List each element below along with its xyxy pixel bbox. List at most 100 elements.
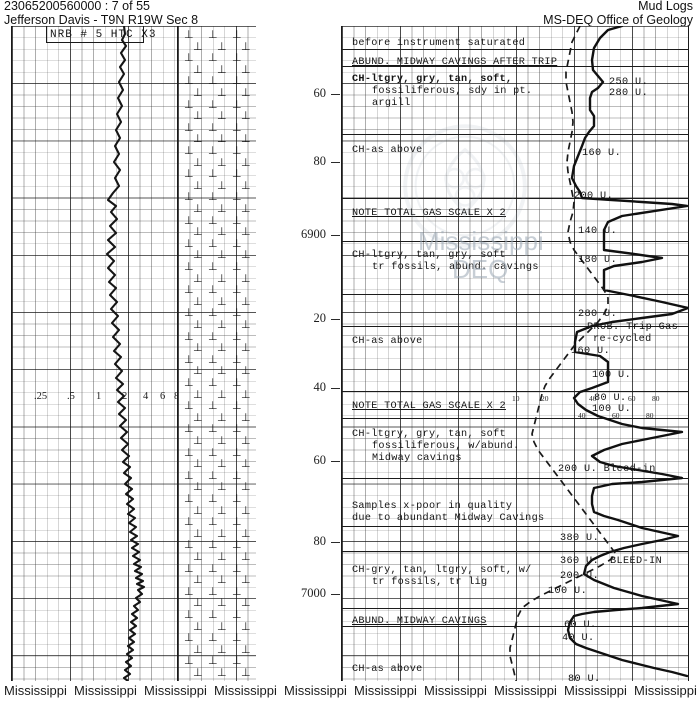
lithology-symbol: ⊥ [184, 632, 194, 645]
lithology-symbol: ⊥ [217, 365, 227, 378]
depth-tick [331, 235, 340, 236]
lithology-symbol: ⊥ [232, 516, 242, 529]
lithology-symbol: ⊥ [217, 342, 227, 355]
depth-label: 7000 [301, 586, 326, 600]
document-header: 23065200560000 : 7 of 55 Jefferson Davis… [0, 0, 697, 27]
lithology-symbol: ⊥ [184, 539, 194, 552]
lithology-symbol: ⊥ [217, 226, 227, 239]
agency-label: MS-DEQ Office of Geology [543, 13, 693, 27]
lithology-symbol: ⊥ [208, 400, 218, 413]
bed-separator [342, 294, 688, 295]
lithology-symbol: ⊥ [217, 527, 227, 540]
footer-watermark-text: Mississippi [634, 683, 697, 698]
lithology-symbol: ⊥ [184, 585, 194, 598]
bed-separator [342, 66, 688, 67]
depth-label: 80 [313, 534, 327, 548]
lithology-symbol: ⊥ [241, 203, 251, 215]
document-type-label: Mud Logs [638, 0, 693, 13]
lithology-symbol: ⊥ [217, 110, 227, 123]
lithology-symbol: ⊥ [241, 133, 251, 146]
lithology-symbol: ⊥ [184, 353, 194, 366]
lithology-symbol: ⊥ [193, 643, 203, 656]
lithology-symbol: ⊥ [217, 667, 227, 679]
description-entry: NOTE TOTAL GAS SCALE X 2 [352, 208, 506, 219]
lithology-symbol: ⊥ [208, 655, 218, 668]
lithology-symbol: ⊥ [193, 319, 203, 331]
resistivity-grid [12, 26, 177, 681]
gas-reading-label: PROB. Trip Gas [587, 322, 679, 333]
lithology-symbol: ⊥ [217, 411, 227, 424]
lithology-symbol: ⊥ [208, 284, 218, 297]
gas-scale-tick: 20 [541, 394, 549, 403]
footer-watermark-text: Mississippi [144, 683, 207, 698]
lithology-symbol: ⊥ [241, 435, 251, 447]
lithology-symbol: ⊥ [208, 493, 218, 505]
lithology-panel: ⊥ ⊥ ⊥ ⊥ ⊥ ⊥ ⊥ ⊥ ⊥ ⊥ ⊥ ⊥ ⊥ ⊥ ⊥ ⊥ ⊥ ⊥ ⊥ ⊥ ⊥ ⊥ ⊥ ⊥ ⊥ ⊥ ⊥ ⊥ ⊥ ⊥ ⊥ ⊥ ⊥ ⊥ ⊥ ⊥ ⊥ ⊥ ⊥ ⊥… [177, 26, 257, 681]
gas-reading-label: re-cycled [593, 334, 652, 345]
depth-tick [331, 94, 340, 95]
lithology-symbol: ⊥ [241, 319, 251, 331]
lithology-symbol: ⊥ [232, 632, 242, 645]
description-entry: CH-as above [352, 145, 423, 156]
res-tick-5: 6 [160, 391, 166, 402]
description-entry: due to abundant Midway Cavings [352, 513, 545, 524]
description-entry: fossiliferous, sdy in pt. [372, 86, 533, 97]
lithology-symbol: ⊥ [208, 75, 218, 88]
bed-separator [342, 49, 688, 50]
lithology-symbol: ⊥ [208, 516, 218, 529]
lithology-symbol: ⊥ [241, 481, 251, 494]
lithology-symbol: ⊥ [208, 330, 218, 343]
lithology-symbol: ⊥ [241, 63, 251, 76]
lithology-symbol: ⊥ [241, 574, 251, 587]
lithology-symbol: ⊥ [208, 168, 218, 181]
lithology-symbol: ⊥ [217, 249, 227, 262]
lithology-symbol: ⊥ [217, 272, 227, 285]
gas-reading-label: 200 U. [560, 571, 600, 582]
lithology-symbol: ⊥ [193, 504, 203, 517]
lithology-symbol: ⊥ [232, 75, 242, 88]
lithology-symbol: ⊥ [241, 179, 251, 192]
document-id-label: 23065200560000 : 7 of 55 [4, 0, 150, 13]
lithology-symbol: ⊥ [208, 214, 218, 227]
lithology-symbol: ⊥ [184, 29, 194, 41]
lithology-symbol-field: ⊥ ⊥ ⊥ ⊥ ⊥ ⊥ ⊥ ⊥ ⊥ ⊥ ⊥ ⊥ ⊥ ⊥ ⊥ ⊥ ⊥ ⊥ ⊥ ⊥ ⊥ ⊥ ⊥ ⊥ ⊥ ⊥ ⊥ ⊥ ⊥ ⊥ ⊥ ⊥ ⊥ ⊥ ⊥ ⊥ ⊥ ⊥ ⊥ ⊥… [178, 26, 256, 681]
lithology-symbol: ⊥ [184, 75, 194, 88]
lithology-symbol: ⊥ [232, 330, 242, 343]
res-tick-2: 1 [96, 391, 102, 402]
lithology-symbol: ⊥ [217, 643, 227, 656]
depth-column: 60 80 6900 20 40 60 80 7000 [256, 26, 340, 681]
depth-tick [331, 594, 340, 595]
lithology-symbol: ⊥ [193, 574, 203, 587]
lithology-symbol: ⊥ [217, 63, 227, 76]
gas-scale-upper: 10 20 40 60 80 [342, 394, 688, 406]
description-entry: CH-ltgry, gry, tan, soft [352, 429, 506, 440]
lithology-symbol: ⊥ [184, 168, 194, 181]
lithology-symbol: ⊥ [232, 168, 242, 181]
lithology-symbol: ⊥ [241, 597, 251, 610]
lithology-symbol: ⊥ [208, 145, 218, 157]
bed-separator [342, 391, 688, 392]
gas-scale-tick: 80 [652, 394, 660, 403]
lithology-symbol: ⊥ [217, 40, 227, 53]
lithology-symbol: ⊥ [208, 446, 218, 459]
lithology-symbol: ⊥ [193, 388, 203, 401]
depth-tick [331, 388, 340, 389]
lithology-symbol: ⊥ [232, 145, 242, 157]
lithology-symbol: ⊥ [232, 237, 242, 250]
lithology-symbol: ⊥ [241, 87, 251, 99]
description-entry: ABUND. MIDWAY CAVINGS [352, 616, 487, 627]
lithology-symbol: ⊥ [193, 620, 203, 633]
description-entry-group: before instrument saturated ABUND. MIDWAY… [342, 26, 688, 681]
lithology-symbol: ⊥ [208, 632, 218, 645]
lithology-symbol: ⊥ [241, 458, 251, 471]
description-entry: argill [372, 98, 411, 109]
lithology-symbol: ⊥ [241, 342, 251, 355]
lithology-symbol: ⊥ [241, 249, 251, 262]
description-entry: CH-ltgry, gry, tan, soft, [352, 74, 513, 85]
lithology-symbol: ⊥ [193, 40, 203, 53]
lithology-grid [178, 26, 256, 681]
lithology-symbol: ⊥ [217, 481, 227, 494]
lithology-symbol: ⊥ [184, 284, 194, 297]
lithology-symbol: ⊥ [232, 400, 242, 413]
total-gas-curve [566, 26, 688, 678]
